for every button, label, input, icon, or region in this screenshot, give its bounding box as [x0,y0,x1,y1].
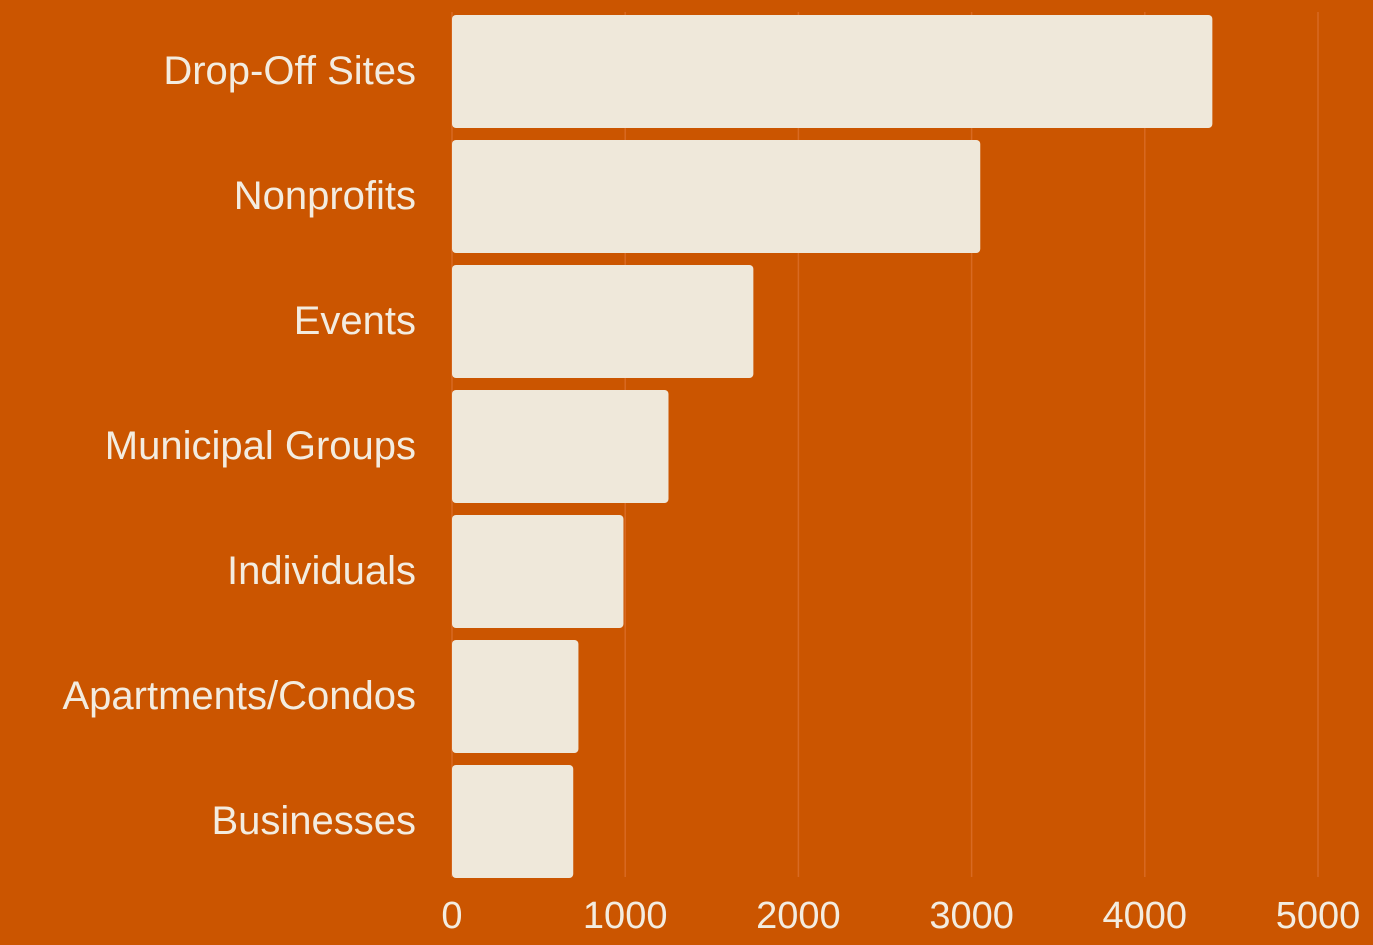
x-tick-label: 5000 [1276,895,1361,937]
bar [452,390,669,503]
y-tick-label: Events [294,299,416,343]
y-tick-label: Apartments/Condos [62,674,416,718]
x-tick-label: 0 [441,895,462,937]
y-tick-label: Nonprofits [234,174,416,218]
x-tick-label: 1000 [583,895,668,937]
y-tick-label: Businesses [211,799,416,843]
y-tick-label: Individuals [227,549,416,593]
y-tick-label: Drop-Off Sites [163,49,416,93]
x-tick-label: 3000 [929,895,1014,937]
bar [452,265,754,378]
x-tick-label: 2000 [756,895,841,937]
bar [452,640,579,753]
bar [452,140,981,253]
x-tick-label: 4000 [1103,895,1188,937]
bar [452,765,574,878]
bar [452,515,624,628]
y-tick-label: Municipal Groups [105,424,416,468]
bar [452,15,1213,128]
